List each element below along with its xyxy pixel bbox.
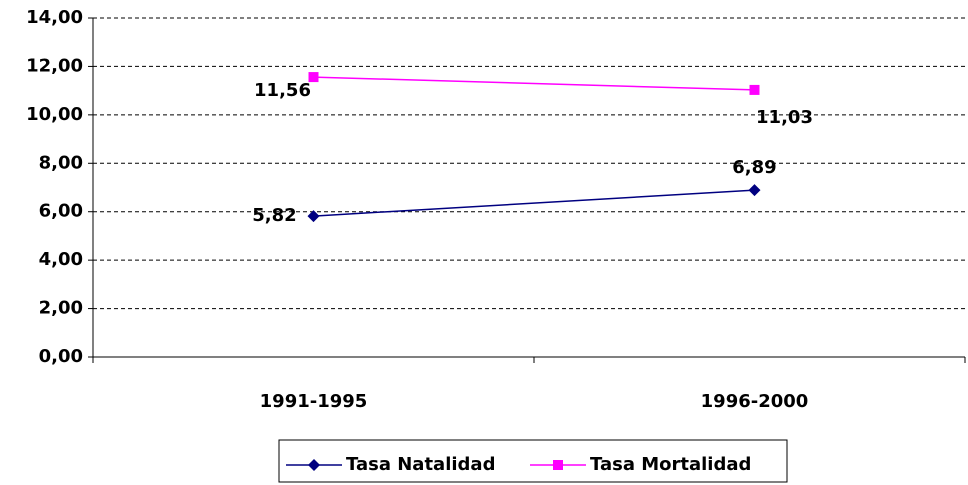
- x-tick-label: 1996-2000: [701, 391, 809, 412]
- y-tick-label: 10,00: [26, 104, 83, 125]
- data-point: [308, 72, 319, 83]
- legend-label: Tasa Mortalidad: [590, 454, 751, 475]
- y-tick-label: 6,00: [39, 201, 83, 222]
- data-label: 11,56: [254, 80, 311, 101]
- legend-marker: [308, 459, 320, 471]
- data-point: [749, 84, 760, 95]
- y-tick-label: 0,00: [39, 346, 83, 367]
- series-line: [313, 189, 755, 217]
- legend-marker: [553, 460, 563, 470]
- data-point: [307, 210, 320, 223]
- y-tick-label: 12,00: [26, 55, 83, 76]
- legend-label: Tasa Natalidad: [346, 454, 495, 475]
- y-tick-label: 14,00: [26, 7, 83, 28]
- y-tick-label: 8,00: [39, 152, 83, 173]
- y-tick-label: 4,00: [39, 249, 83, 270]
- data-label: 6,89: [732, 157, 776, 178]
- data-label: 5,82: [252, 205, 296, 226]
- y-tick-label: 2,00: [39, 298, 83, 319]
- x-tick-label: 1991-1995: [260, 391, 368, 412]
- legend-box: [278, 439, 788, 483]
- data-point: [748, 184, 761, 197]
- data-label: 11,03: [756, 107, 813, 128]
- series-line: [313, 76, 755, 91]
